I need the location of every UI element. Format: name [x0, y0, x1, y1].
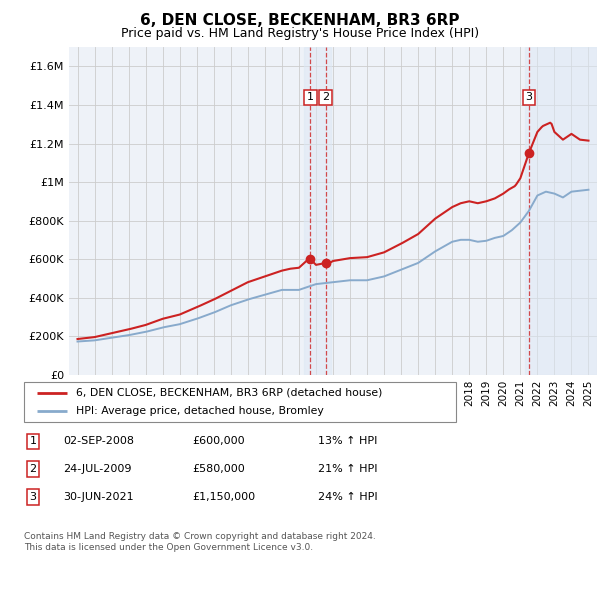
Bar: [526, 47, 597, 375]
Text: £1,150,000: £1,150,000: [192, 492, 255, 502]
Text: Price paid vs. HM Land Registry's House Price Index (HPI): Price paid vs. HM Land Registry's House …: [121, 27, 479, 40]
Text: 6, DEN CLOSE, BECKENHAM, BR3 6RP (detached house): 6, DEN CLOSE, BECKENHAM, BR3 6RP (detach…: [76, 388, 382, 398]
Text: £580,000: £580,000: [192, 464, 245, 474]
Text: 2: 2: [322, 92, 329, 102]
Text: 24-JUL-2009: 24-JUL-2009: [63, 464, 131, 474]
Text: 02-SEP-2008: 02-SEP-2008: [63, 437, 134, 446]
Text: HPI: Average price, detached house, Bromley: HPI: Average price, detached house, Brom…: [76, 406, 323, 416]
Text: 21% ↑ HPI: 21% ↑ HPI: [318, 464, 377, 474]
FancyBboxPatch shape: [24, 382, 456, 422]
Text: 24% ↑ HPI: 24% ↑ HPI: [318, 492, 377, 502]
Text: 6, DEN CLOSE, BECKENHAM, BR3 6RP: 6, DEN CLOSE, BECKENHAM, BR3 6RP: [140, 13, 460, 28]
Bar: [304, 47, 331, 375]
Text: 30-JUN-2021: 30-JUN-2021: [63, 492, 134, 502]
Text: 13% ↑ HPI: 13% ↑ HPI: [318, 437, 377, 446]
Text: £600,000: £600,000: [192, 437, 245, 446]
Text: 3: 3: [526, 92, 532, 102]
Text: 3: 3: [29, 492, 37, 502]
Text: 1: 1: [307, 92, 314, 102]
Text: Contains HM Land Registry data © Crown copyright and database right 2024.
This d: Contains HM Land Registry data © Crown c…: [24, 532, 376, 552]
Text: 2: 2: [29, 464, 37, 474]
Text: 1: 1: [29, 437, 37, 446]
